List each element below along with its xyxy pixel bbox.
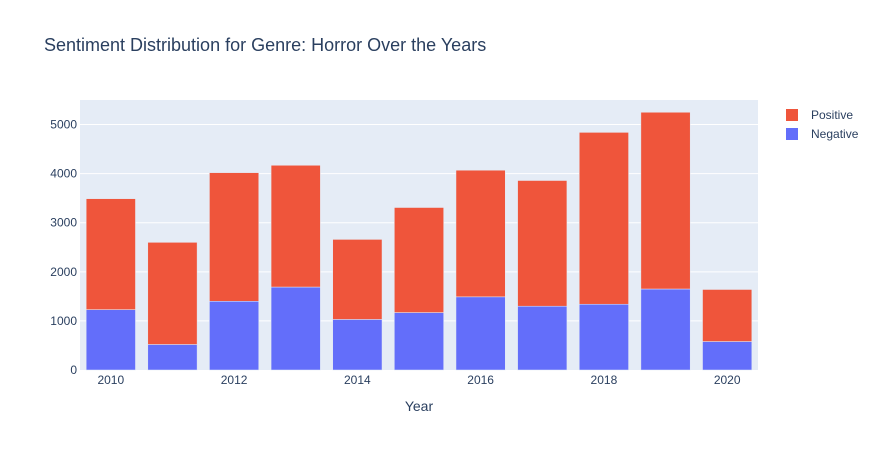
bar-negative-2010 [85,309,136,371]
bar-positive-2016 [455,169,506,298]
bar-negative-2020 [702,341,753,371]
x-axis-ticks: 2010 2012 2014 2016 2018 2020 [97,373,740,387]
x-tick-label: 2018 [591,373,618,387]
bar-positive-2012 [209,172,259,302]
x-tick-label: 2012 [221,373,248,387]
y-tick-label: 3000 [50,216,77,230]
y-tick-label: 1000 [50,314,77,328]
bar-negative-2012 [209,301,259,371]
bar-negative-2016 [455,296,506,371]
chart-title: Sentiment Distribution for Genre: Horror… [44,35,486,55]
bar-positive-2015 [394,207,444,313]
bar-positive-2013 [270,165,321,288]
bar-positive-2014 [332,239,383,320]
x-tick-label: 2014 [344,373,371,387]
bar-negative-2018 [579,303,629,371]
y-tick-label: 5000 [50,118,77,132]
bar-negative-2013 [270,286,321,371]
x-tick-label: 2020 [714,373,741,387]
legend: Positive Negative [786,108,859,141]
x-tick-label: 2010 [97,373,124,387]
y-tick-label: 4000 [50,167,77,181]
bar-negative-2011 [147,344,198,371]
bars [85,112,753,371]
bar-positive-2011 [147,242,198,345]
legend-label-positive: Positive [811,108,853,122]
bar-negative-2014 [332,319,383,371]
legend-label-negative: Negative [811,127,859,141]
x-tick-label: 2016 [467,373,494,387]
bar-negative-2019 [640,288,691,371]
bar-positive-2010 [85,198,136,310]
y-axis-ticks: 0 1000 2000 3000 4000 5000 [50,118,77,377]
bar-positive-2018 [579,132,629,305]
bar-positive-2017 [517,180,568,307]
y-tick-label: 0 [70,363,77,377]
x-axis-title: Year [405,398,434,414]
bar-negative-2015 [394,312,444,371]
bar-negative-2017 [517,305,568,371]
legend-swatch-negative [786,128,798,140]
y-tick-label: 2000 [50,265,77,279]
bar-positive-2019 [640,112,691,290]
legend-swatch-positive [786,109,798,121]
bar-positive-2020 [702,289,753,342]
